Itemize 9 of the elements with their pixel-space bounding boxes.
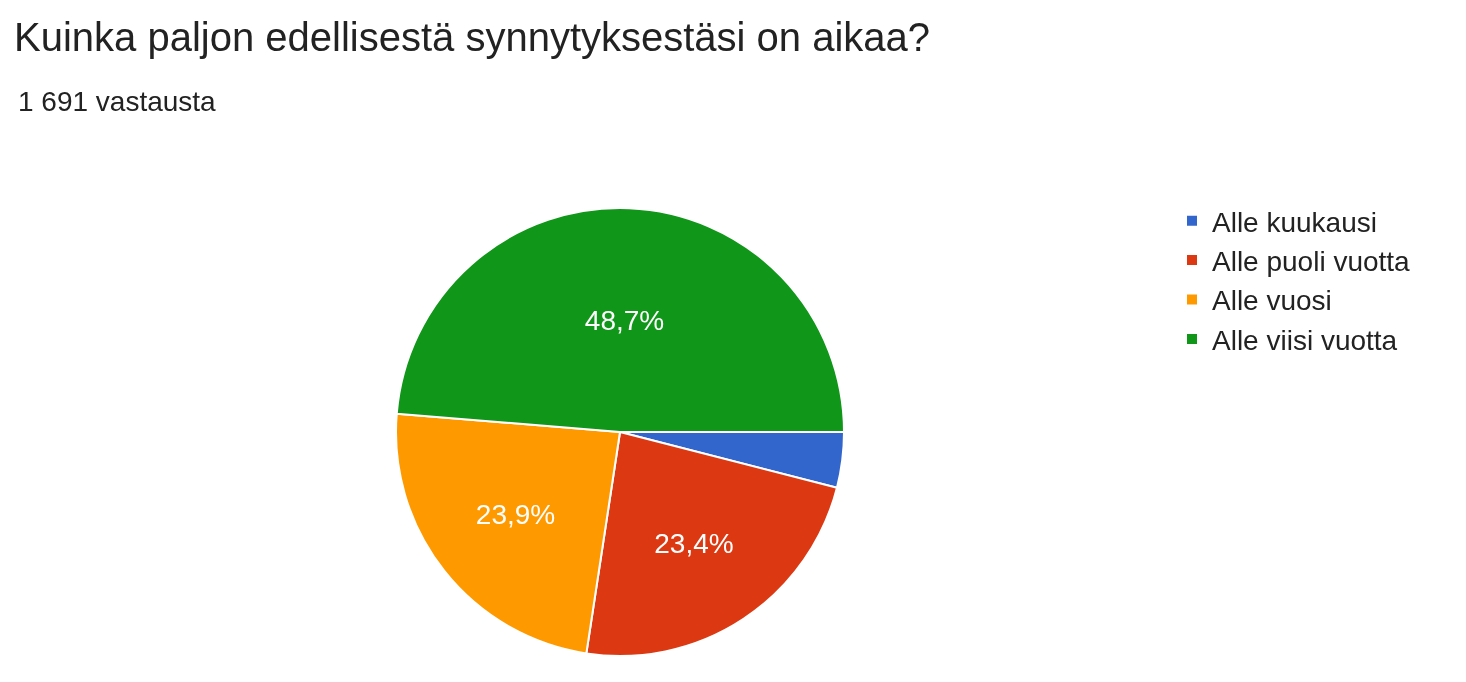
legend-label: Alle kuukausi [1212,206,1377,238]
chart-title: Kuinka paljon edellisestä synnytyksestäsi on aikaa? [14,15,931,59]
text: 1 691 vastausta [18,86,217,117]
data-label: 23,9% [475,499,556,531]
legend-label: Alle vuosi [1212,285,1332,317]
data-label: 23,4% [654,528,734,560]
data-label: 48,7% [584,304,665,336]
legend-label: Alle puoli vuotta [1212,246,1411,278]
legend-label: Alle viisi vuotta [1212,324,1398,356]
